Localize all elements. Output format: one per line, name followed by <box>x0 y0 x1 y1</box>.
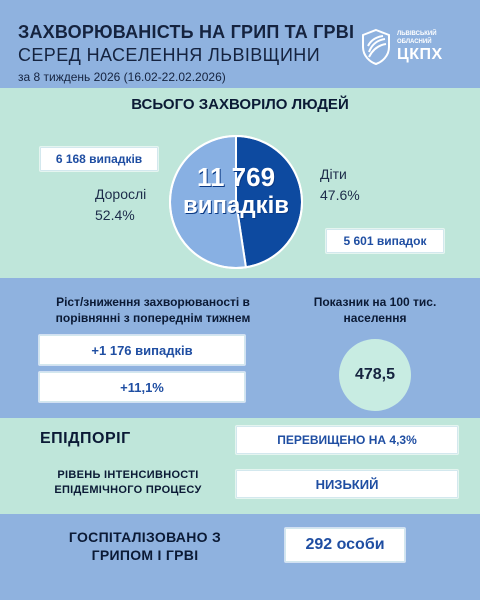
growth-cases-box: +1 176 випадків <box>39 335 245 365</box>
total-title: ВСЬОГО ЗАХВОРІЛО ЛЮДЕЙ <box>131 96 349 113</box>
title-line1: ЗАХВОРЮВАНІСТЬ НА ГРИП ТА ГРВІ <box>18 22 355 42</box>
intensity-value-box: НИЗЬКИЙ <box>236 470 458 498</box>
threshold-label: ЕПІДПОРІГ <box>40 430 131 447</box>
subtitle-date: за 8 тиждень 2026 (16.02-22.02.2026) <box>18 70 226 84</box>
hospital-label: ГОСПІТАЛІЗОВАНО З ГРИПОМ І ГРВІ <box>68 529 222 563</box>
logo-text-line2: ОБЛАСНИЙ <box>397 39 432 45</box>
title-line2: СЕРЕД НАСЕЛЕННЯ ЛЬВІВЩИНИ <box>18 45 321 65</box>
adults-label: Дорослі 52.4% <box>95 184 170 226</box>
cases-pie-chart <box>169 134 303 269</box>
shield-logo-icon <box>362 28 390 66</box>
threshold-value-box: ПЕРЕВИЩЕНО НА 4,3% <box>236 426 458 454</box>
header <box>0 0 480 90</box>
kids-percent: 47.6% <box>320 187 360 203</box>
kids-label-text: Діти <box>320 166 347 182</box>
kids-label: Діти 47.6% <box>320 164 395 206</box>
adults-percent: 52.4% <box>95 207 135 223</box>
logo-org-text: ЛЬВІВСЬКИЙ ОБЛАСНИЙ <box>397 30 437 46</box>
total-cases-number: 11 769 <box>196 162 276 192</box>
kids-cases-box: 5 601 випадок <box>326 229 444 253</box>
per100k-value-circle: 478,5 <box>339 339 411 411</box>
logo-abbrev: ЦКПХ <box>397 46 443 63</box>
adults-cases-box: 6 168 випадків <box>40 147 158 171</box>
intensity-label: РІВЕНЬ ІНТЕНСИВНОСТІ ЕПІДЕМІЧНОГО ПРОЦЕС… <box>54 469 202 496</box>
logo: ЛЬВІВСЬКИЙ ОБЛАСНИЙ ЦКПХ <box>360 28 460 68</box>
growth-percent-box: +11,1% <box>39 372 245 402</box>
adults-label-text: Дорослі <box>95 186 147 202</box>
logo-text-line1: ЛЬВІВСЬКИЙ <box>397 31 437 37</box>
per100k-title: Показник на 100 тис. населення <box>313 295 437 325</box>
total-cases-word: випадків <box>182 192 290 219</box>
growth-title: Ріст/зниження захворюваності в порівнянн… <box>55 295 251 325</box>
hospital-value-box: 292 особи <box>285 528 405 562</box>
pie-outline <box>169 135 303 269</box>
pie-center-text: 11 769 випадків <box>168 162 304 220</box>
